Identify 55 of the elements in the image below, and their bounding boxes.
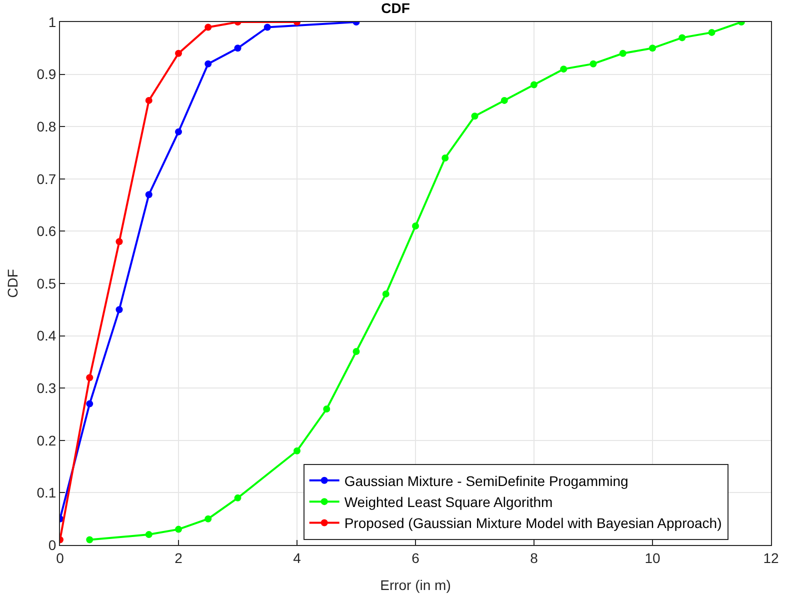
point <box>234 44 242 52</box>
point <box>294 447 300 454</box>
y-tick-label: 0.2 <box>36 432 56 448</box>
point <box>590 60 597 68</box>
point <box>175 526 182 533</box>
point <box>530 81 538 88</box>
point <box>86 536 94 544</box>
x-axis-title: Error (in m) <box>380 577 451 594</box>
point <box>116 306 123 314</box>
point <box>86 400 94 408</box>
point <box>382 290 390 298</box>
point <box>649 44 656 52</box>
point <box>412 222 419 230</box>
point <box>619 50 626 57</box>
point <box>352 348 360 355</box>
legend-label: Proposed (Gaussian Mixture Model with Bayesian Approach) <box>344 515 722 532</box>
y-tick-label: 0.5 <box>36 275 56 292</box>
y-tick-label: 0.9 <box>36 66 56 82</box>
x-tick-label: 2 <box>174 550 183 566</box>
chart-title: CDF <box>381 0 410 16</box>
x-tick-label: 6 <box>412 550 420 566</box>
point <box>264 24 271 31</box>
point <box>145 96 152 104</box>
point <box>442 154 449 162</box>
x-tick-label: 4 <box>293 550 302 566</box>
x-tick-label: 8 <box>530 550 538 566</box>
legend-label: Gaussian Mixture - SemiDefinite Progamming <box>344 472 628 489</box>
x-tick-label: 10 <box>644 550 660 566</box>
y-tick-label: 0.4 <box>36 328 56 344</box>
y-tick-label: 0.8 <box>36 118 56 134</box>
y-tick-label: 0 <box>48 536 56 553</box>
point <box>471 112 478 120</box>
point <box>204 515 212 522</box>
point <box>204 24 212 31</box>
y-tick-label: 1 <box>48 14 56 30</box>
point <box>234 494 242 502</box>
point <box>175 50 182 57</box>
point <box>175 128 182 136</box>
point <box>500 96 508 104</box>
point <box>116 238 123 246</box>
y-axis-title: CDF <box>4 269 20 298</box>
y-tick-label: 0.3 <box>36 380 56 396</box>
point <box>323 406 330 413</box>
y-tick-label: 0.6 <box>36 223 56 240</box>
point <box>86 374 94 382</box>
x-tick-label: 12 <box>763 550 779 566</box>
point <box>678 34 686 42</box>
point <box>560 66 568 73</box>
point <box>204 60 212 68</box>
point <box>145 531 152 538</box>
y-tick-label: 0.7 <box>36 170 56 187</box>
point <box>145 191 152 198</box>
point <box>708 28 716 36</box>
legend-label: Weighted Least Square Algorithm <box>344 494 553 510</box>
y-tick-label: 0.1 <box>36 484 56 501</box>
